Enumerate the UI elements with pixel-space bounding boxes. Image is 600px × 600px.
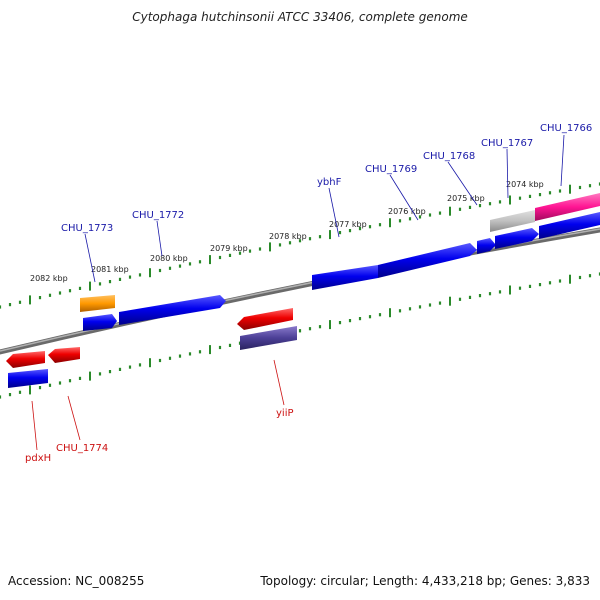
kbp-label: 2081 kbp bbox=[91, 265, 129, 274]
gene-arrow-forward[interactable] bbox=[83, 314, 117, 331]
map-title: Cytophaga hutchinsonii ATCC 33406, compl… bbox=[132, 10, 468, 24]
gene-label-forward[interactable]: CHU_1769 bbox=[365, 164, 417, 175]
kbp-label: 2074 kbp bbox=[506, 180, 544, 189]
map-footer: Accession: NC_008255 Topology: circular;… bbox=[0, 574, 600, 594]
gene-arrow-forward[interactable] bbox=[477, 238, 496, 254]
gene-arrow-reverse[interactable] bbox=[6, 351, 45, 368]
gene-arrow-orange[interactable] bbox=[80, 295, 115, 312]
gene-label-forward[interactable]: CHU_1772 bbox=[132, 210, 184, 221]
gene-arrow-forward[interactable] bbox=[119, 295, 226, 325]
gene-label-forward[interactable]: CHU_1767 bbox=[481, 138, 533, 149]
gene-label-forward[interactable]: CHU_1766 bbox=[540, 123, 592, 134]
gene-arrow-purple[interactable] bbox=[240, 326, 297, 350]
accession-text: Accession: NC_008255 bbox=[8, 574, 145, 588]
gene-arrow-forward[interactable] bbox=[8, 369, 48, 388]
kbp-label: 2077 kbp bbox=[329, 220, 367, 229]
reverse-leader-lines bbox=[31, 359, 285, 451]
forward-leader-lines bbox=[84, 134, 565, 283]
gene-label-forward[interactable]: CHU_1773 bbox=[61, 223, 113, 234]
kbp-label: 2078 kbp bbox=[269, 232, 307, 241]
gene-arrow-pink[interactable] bbox=[535, 193, 600, 221]
tick-tracks bbox=[0, 182, 600, 399]
kbp-label: 2076 kbp bbox=[388, 207, 426, 216]
kbp-label: 2079 kbp bbox=[210, 244, 248, 253]
gene-label-reverse[interactable]: CHU_1774 bbox=[56, 443, 108, 454]
genome-summary-text: Topology: circular; Length: 4,433,218 bp… bbox=[260, 574, 590, 588]
genome-backbone bbox=[0, 227, 600, 355]
gene-arrow-grey[interactable] bbox=[490, 210, 535, 232]
gene-label-forward[interactable]: CHU_1768 bbox=[423, 151, 475, 162]
kbp-label: 2082 kbp bbox=[30, 274, 68, 283]
gene-arrow-forward[interactable] bbox=[312, 265, 378, 290]
gene-arrow-forward[interactable] bbox=[539, 212, 600, 239]
gene-arrow-forward[interactable] bbox=[378, 243, 477, 278]
gene-label-forward[interactable]: ybhF bbox=[317, 177, 342, 188]
gene-arrow-reverse[interactable] bbox=[48, 347, 80, 363]
gene-label-reverse[interactable]: yiiP bbox=[276, 408, 294, 419]
kbp-label: 2075 kbp bbox=[447, 194, 485, 203]
gene-arrow-reverse[interactable] bbox=[237, 308, 293, 330]
kbp-label: 2080 kbp bbox=[150, 254, 188, 263]
gene-arrow-forward[interactable] bbox=[495, 228, 539, 249]
gene-label-reverse[interactable]: pdxH bbox=[25, 453, 51, 464]
